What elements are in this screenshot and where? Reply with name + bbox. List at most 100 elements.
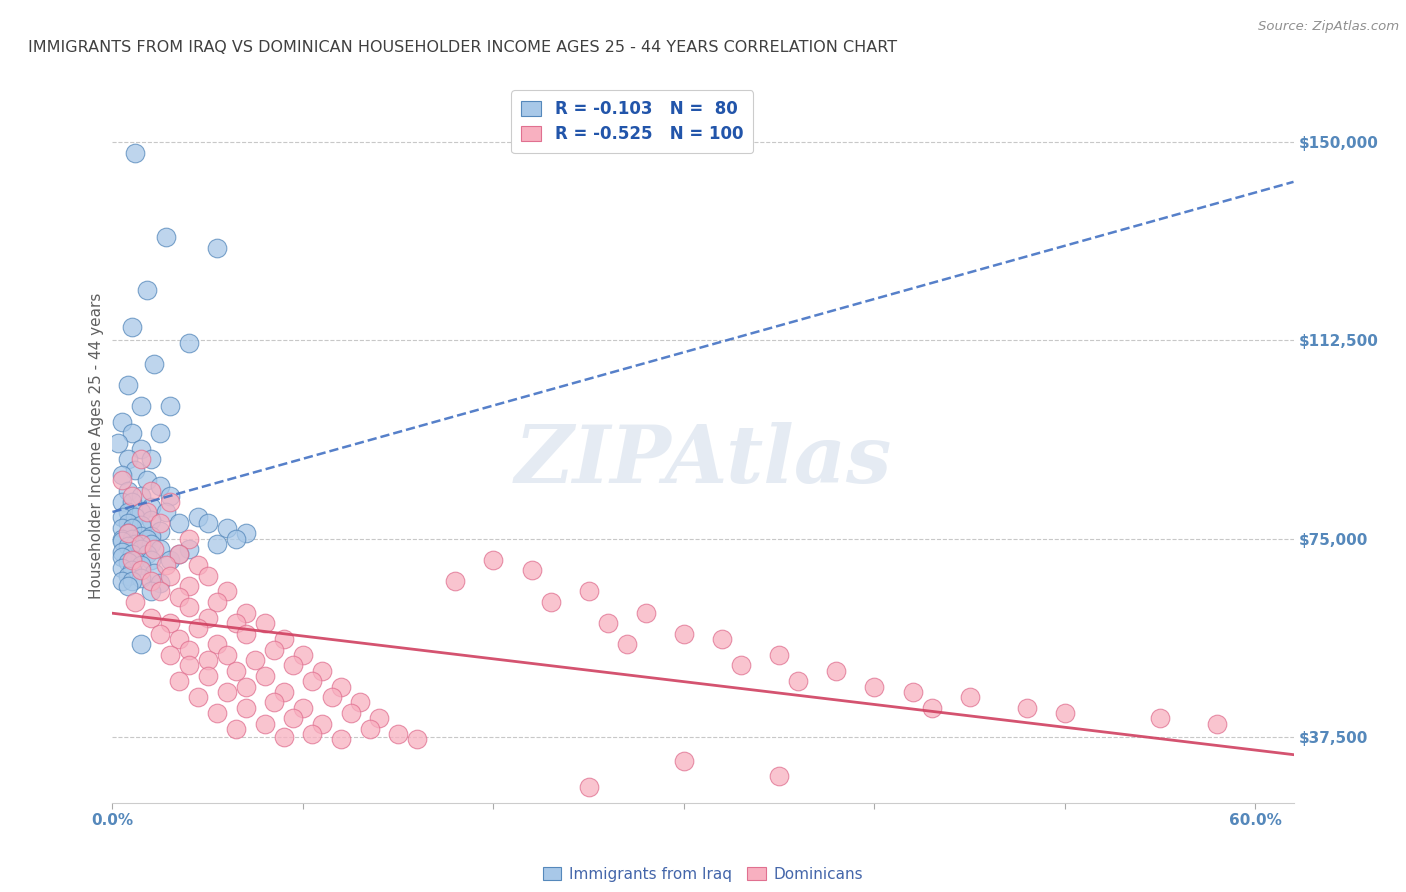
Point: [149, 584, 172, 599]
Point: [167, 516, 190, 530]
Point: [111, 534, 134, 549]
Point: [634, 606, 657, 620]
Point: [283, 711, 305, 725]
Point: [1206, 716, 1229, 731]
Point: [187, 510, 209, 524]
Point: [616, 637, 638, 651]
Point: [197, 669, 219, 683]
Point: [139, 529, 162, 543]
Point: [711, 632, 734, 646]
Point: [149, 626, 172, 640]
Point: [117, 378, 139, 392]
Point: [291, 700, 314, 714]
Point: [111, 510, 134, 524]
Point: [149, 542, 172, 557]
Point: [235, 626, 257, 640]
Point: [117, 579, 139, 593]
Point: [215, 521, 238, 535]
Point: [124, 145, 146, 160]
Point: [129, 452, 152, 467]
Point: [359, 722, 381, 736]
Point: [121, 320, 143, 334]
Point: [139, 452, 162, 467]
Point: [129, 571, 152, 585]
Point: [117, 526, 139, 541]
Point: [155, 505, 177, 519]
Point: [129, 542, 152, 557]
Point: [1015, 700, 1038, 714]
Point: [111, 532, 134, 546]
Point: [121, 521, 143, 535]
Point: [187, 558, 209, 572]
Point: [177, 642, 200, 657]
Point: [301, 727, 323, 741]
Point: [321, 690, 343, 704]
Legend: Immigrants from Iraq, Dominicans: Immigrants from Iraq, Dominicans: [537, 861, 869, 888]
Point: [159, 648, 181, 662]
Text: IMMIGRANTS FROM IRAQ VS DOMINICAN HOUSEHOLDER INCOME AGES 25 - 44 YEARS CORRELAT: IMMIGRANTS FROM IRAQ VS DOMINICAN HOUSEH…: [28, 40, 897, 55]
Point: [215, 584, 238, 599]
Point: [135, 505, 157, 519]
Point: [197, 568, 219, 582]
Point: [129, 529, 152, 543]
Point: [107, 436, 129, 450]
Point: [444, 574, 467, 588]
Point: [482, 552, 505, 566]
Point: [177, 532, 200, 546]
Point: [253, 716, 276, 731]
Point: [197, 653, 219, 667]
Point: [330, 732, 353, 747]
Point: [139, 500, 162, 514]
Point: [349, 695, 371, 709]
Point: [117, 516, 139, 530]
Point: [121, 425, 143, 440]
Point: [177, 600, 200, 615]
Point: [167, 547, 190, 561]
Point: [135, 283, 157, 297]
Point: [578, 780, 600, 794]
Point: [155, 558, 177, 572]
Point: [177, 658, 200, 673]
Point: [111, 415, 134, 429]
Point: [121, 563, 143, 577]
Point: [129, 489, 152, 503]
Point: [235, 680, 257, 694]
Point: [215, 685, 238, 699]
Point: [129, 442, 152, 456]
Text: ZIPAtlas: ZIPAtlas: [515, 422, 891, 499]
Point: [111, 521, 134, 535]
Point: [207, 537, 229, 551]
Point: [177, 335, 200, 350]
Point: [225, 664, 247, 678]
Point: [139, 552, 162, 566]
Point: [368, 711, 391, 725]
Point: [111, 494, 134, 508]
Point: [129, 400, 152, 414]
Point: [207, 637, 229, 651]
Point: [159, 616, 181, 631]
Point: [159, 489, 181, 503]
Point: [117, 452, 139, 467]
Point: [117, 505, 139, 519]
Point: [139, 483, 162, 498]
Point: [406, 732, 429, 747]
Point: [730, 658, 752, 673]
Point: [273, 632, 295, 646]
Point: [921, 700, 943, 714]
Point: [245, 653, 267, 667]
Point: [124, 510, 146, 524]
Point: [111, 545, 134, 559]
Point: [111, 574, 134, 588]
Point: [1149, 711, 1171, 725]
Point: [263, 642, 285, 657]
Point: [121, 489, 143, 503]
Point: [135, 532, 157, 546]
Point: [177, 542, 200, 557]
Point: [330, 680, 353, 694]
Point: [253, 669, 276, 683]
Point: [273, 730, 295, 744]
Point: [121, 494, 143, 508]
Point: [143, 566, 166, 580]
Point: [159, 400, 181, 414]
Point: [520, 563, 543, 577]
